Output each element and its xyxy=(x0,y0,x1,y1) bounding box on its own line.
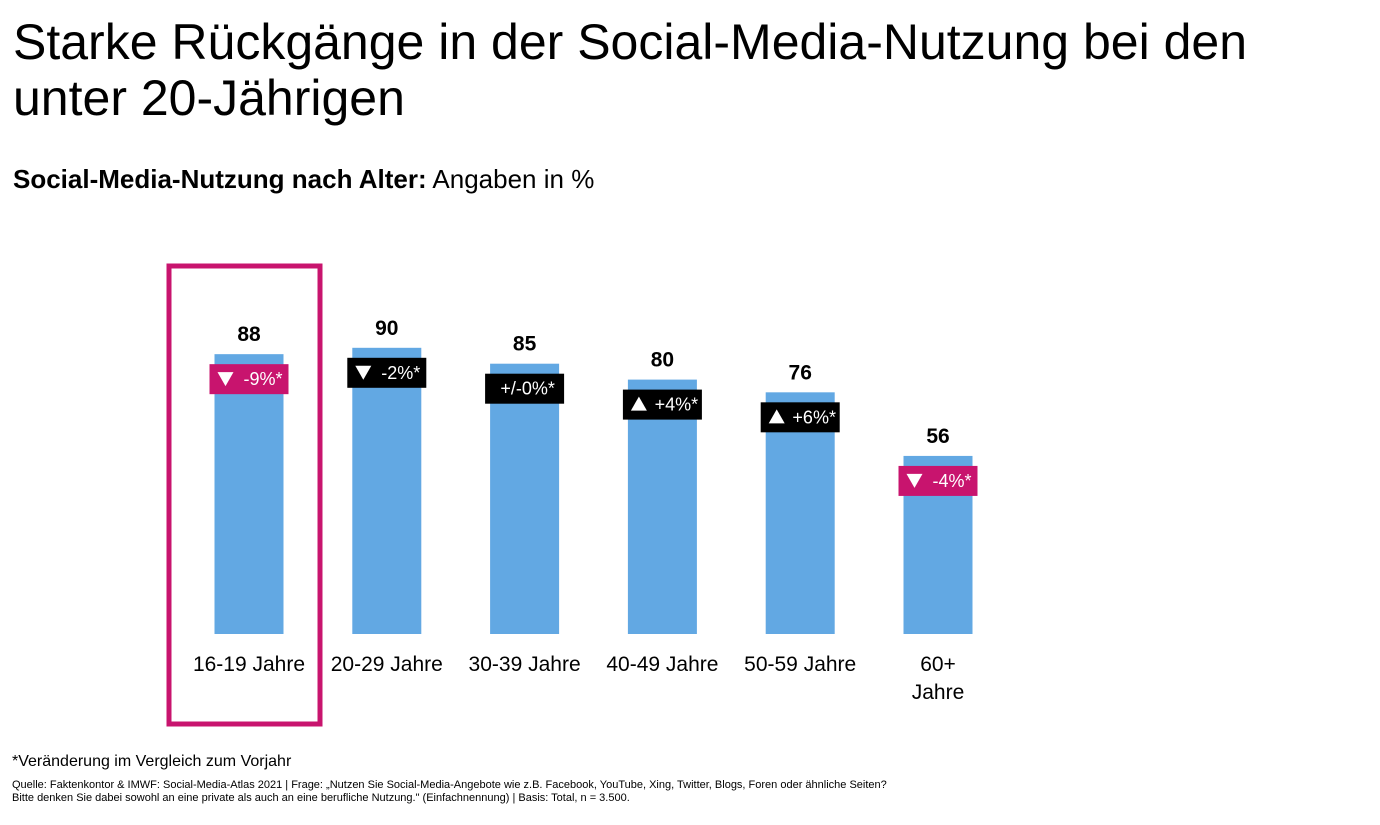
category-label: 16-19 Jahre xyxy=(193,653,305,676)
change-label: +6%* xyxy=(792,407,836,427)
bar xyxy=(765,392,835,634)
chart-title: Starke Rückgänge in der Social-Media-Nut… xyxy=(13,14,1248,126)
data-label: 85 xyxy=(513,333,537,356)
data-label: 76 xyxy=(789,361,812,384)
source-note: Quelle: Faktenkontor & IMWF: Social-Medi… xyxy=(12,779,1012,805)
change-label: -2%* xyxy=(381,363,420,383)
triangle-up-icon xyxy=(630,396,647,411)
bar xyxy=(352,347,422,634)
triangle-down-icon xyxy=(906,473,923,488)
source-line-2: Bitte denken Sie dabei sowohl an eine pr… xyxy=(12,792,630,804)
category-label: 50-59 Jahre xyxy=(744,653,856,676)
bar xyxy=(627,379,697,634)
change-label: -4%* xyxy=(932,471,971,491)
category-label: Jahre xyxy=(912,681,965,704)
change-label: +/-0%* xyxy=(500,379,555,399)
bar xyxy=(214,354,284,634)
category-label: 40-49 Jahre xyxy=(606,653,718,676)
change-label: +4%* xyxy=(655,395,699,415)
change-badge xyxy=(485,373,565,404)
bar xyxy=(490,363,560,634)
change-label: -9%* xyxy=(243,369,282,389)
data-label: 88 xyxy=(237,323,261,346)
highlight-frame xyxy=(166,263,323,727)
subtitle-normal: Angaben in % xyxy=(426,164,595,194)
data-label: 56 xyxy=(926,425,949,448)
triangle-up-icon xyxy=(768,409,785,424)
triangle-down-icon xyxy=(217,372,234,387)
data-label: 90 xyxy=(375,317,398,340)
footnote: *Veränderung im Vergleich zum Vorjahr xyxy=(12,753,292,770)
chart-subtitle: Social-Media-Nutzung nach Alter: Angaben… xyxy=(13,163,594,195)
category-label: 60+ xyxy=(920,653,956,676)
subtitle-bold: Social-Media-Nutzung nach Alter: xyxy=(13,164,427,194)
category-label: 30-39 Jahre xyxy=(469,653,581,676)
category-label: 20-29 Jahre xyxy=(331,653,443,676)
triangle-down-icon xyxy=(355,365,372,380)
data-label: 80 xyxy=(651,349,674,372)
source-line-1: Quelle: Faktenkontor & IMWF: Social-Medi… xyxy=(12,779,887,791)
